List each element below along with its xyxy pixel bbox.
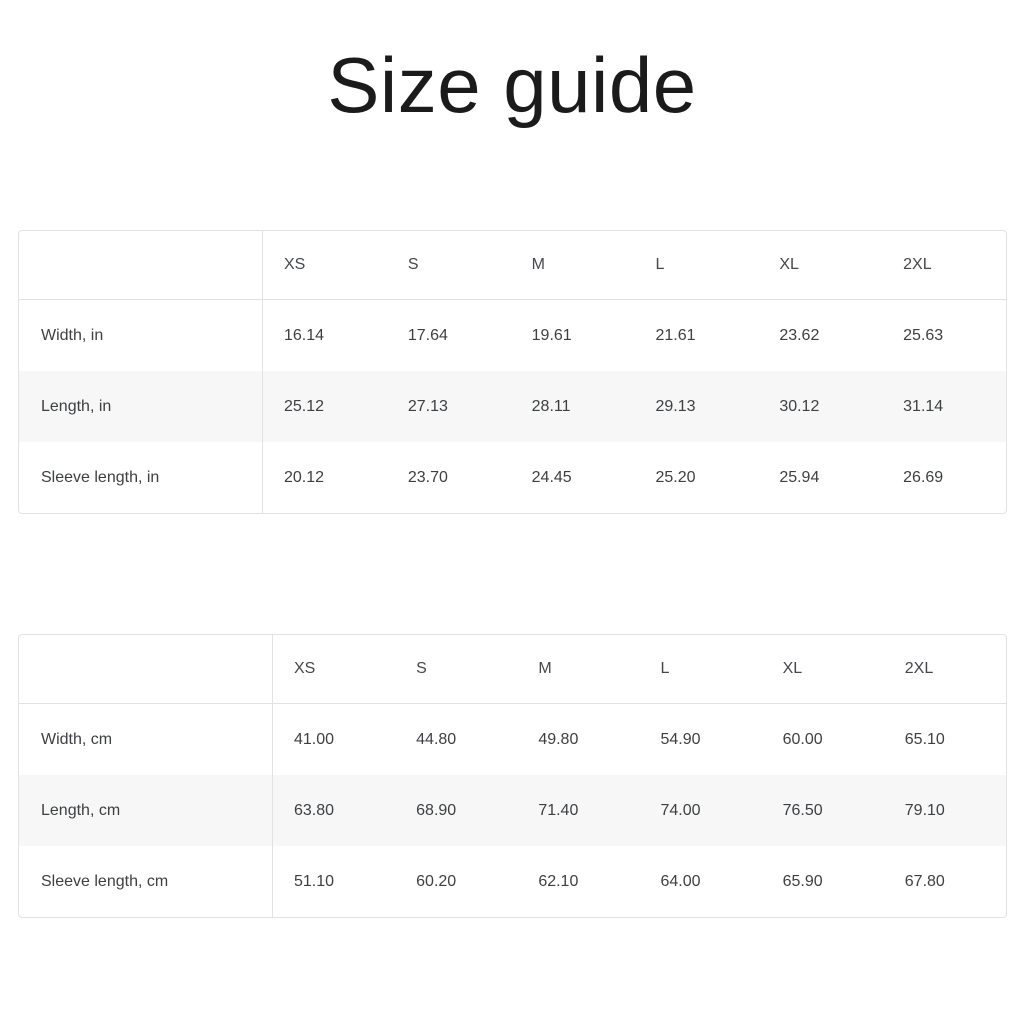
size-value-cell: 25.20 [655, 468, 696, 486]
row-label: Sleeve length, cm [19, 846, 273, 917]
size-table-inches: XS S M L XL 2XL Width, in 16.14 17.64 19… [18, 230, 1007, 514]
size-value-cell: 25.12 [284, 397, 325, 415]
size-value-cell: 41.00 [294, 730, 335, 748]
column-header-xs: XS [263, 231, 387, 300]
size-value-cell: 17.64 [407, 326, 448, 344]
table-row: Width, in 16.14 17.64 19.61 21.61 23.62 … [19, 300, 1006, 371]
column-header-m: M [517, 635, 640, 704]
header-empty-cell [19, 635, 273, 704]
size-value-cell: 49.80 [538, 730, 579, 748]
size-value-cell: 23.70 [407, 468, 448, 486]
size-value-cell: 28.11 [531, 397, 571, 415]
row-label: Length, in [19, 371, 263, 442]
row-label: Length, cm [19, 775, 273, 846]
size-value-cell: 31.14 [903, 397, 944, 415]
size-value-cell: 76.50 [782, 801, 823, 819]
size-value-cell: 65.90 [782, 872, 823, 890]
size-value-cell: 23.62 [779, 326, 820, 344]
size-value-cell: 74.00 [660, 801, 701, 819]
row-label: Width, cm [19, 704, 273, 775]
column-header-2xl: 2XL [883, 635, 1006, 704]
size-value-cell: 24.45 [531, 468, 572, 486]
size-value-cell: 26.69 [903, 468, 944, 486]
size-table-centimeters: XS S M L XL 2XL Width, cm 41.00 44.80 49… [18, 634, 1007, 918]
size-value-cell: 16.14 [284, 326, 325, 344]
size-value-cell: 60.20 [416, 872, 457, 890]
size-value-cell: 25.63 [903, 326, 944, 344]
header-row: XS S M L XL 2XL [19, 231, 1006, 300]
size-value-cell: 44.80 [416, 730, 457, 748]
table-row: Length, cm 63.80 68.90 71.40 74.00 76.50… [19, 775, 1006, 846]
table-row: Width, cm 41.00 44.80 49.80 54.90 60.00 … [19, 704, 1006, 775]
size-value-cell: 29.13 [655, 397, 696, 415]
row-label: Sleeve length, in [19, 442, 263, 513]
size-value-cell: 65.10 [904, 730, 945, 748]
table-row: Sleeve length, cm 51.10 60.20 62.10 64.0… [19, 846, 1006, 917]
size-value-cell: 20.12 [284, 468, 325, 486]
size-value-cell: 21.61 [655, 326, 696, 344]
column-header-2xl: 2XL [882, 231, 1006, 300]
size-value-cell: 19.61 [531, 326, 572, 344]
size-value-cell: 79.10 [904, 801, 945, 819]
column-header-s: S [395, 635, 518, 704]
size-value-cell: 51.10 [294, 872, 335, 890]
size-value-cell: 54.90 [660, 730, 701, 748]
size-value-cell: 68.90 [416, 801, 457, 819]
column-header-s: S [386, 231, 511, 300]
column-header-xs: XS [273, 635, 396, 704]
size-value-cell: 25.94 [779, 468, 820, 486]
table-row: Sleeve length, in 20.12 23.70 24.45 25.2… [19, 442, 1006, 513]
column-header-m: M [510, 231, 635, 300]
header-row: XS S M L XL 2XL [19, 635, 1006, 704]
column-header-l: L [634, 231, 759, 300]
page-title: Size guide [327, 41, 697, 129]
column-header-xl: XL [758, 231, 883, 300]
column-header-l: L [639, 635, 762, 704]
size-value-cell: 71.40 [538, 801, 579, 819]
column-header-xl: XL [761, 635, 884, 704]
size-value-cell: 62.10 [538, 872, 579, 890]
size-value-cell: 64.00 [660, 872, 701, 890]
size-value-cell: 67.80 [904, 872, 945, 890]
table-row: Length, in 25.12 27.13 28.11 29.13 30.12… [19, 371, 1006, 442]
header-empty-cell [19, 231, 263, 300]
size-value-cell: 60.00 [782, 730, 823, 748]
size-value-cell: 30.12 [779, 397, 820, 415]
size-value-cell: 63.80 [294, 801, 335, 819]
row-label: Width, in [19, 300, 263, 371]
size-value-cell: 27.13 [407, 397, 448, 415]
